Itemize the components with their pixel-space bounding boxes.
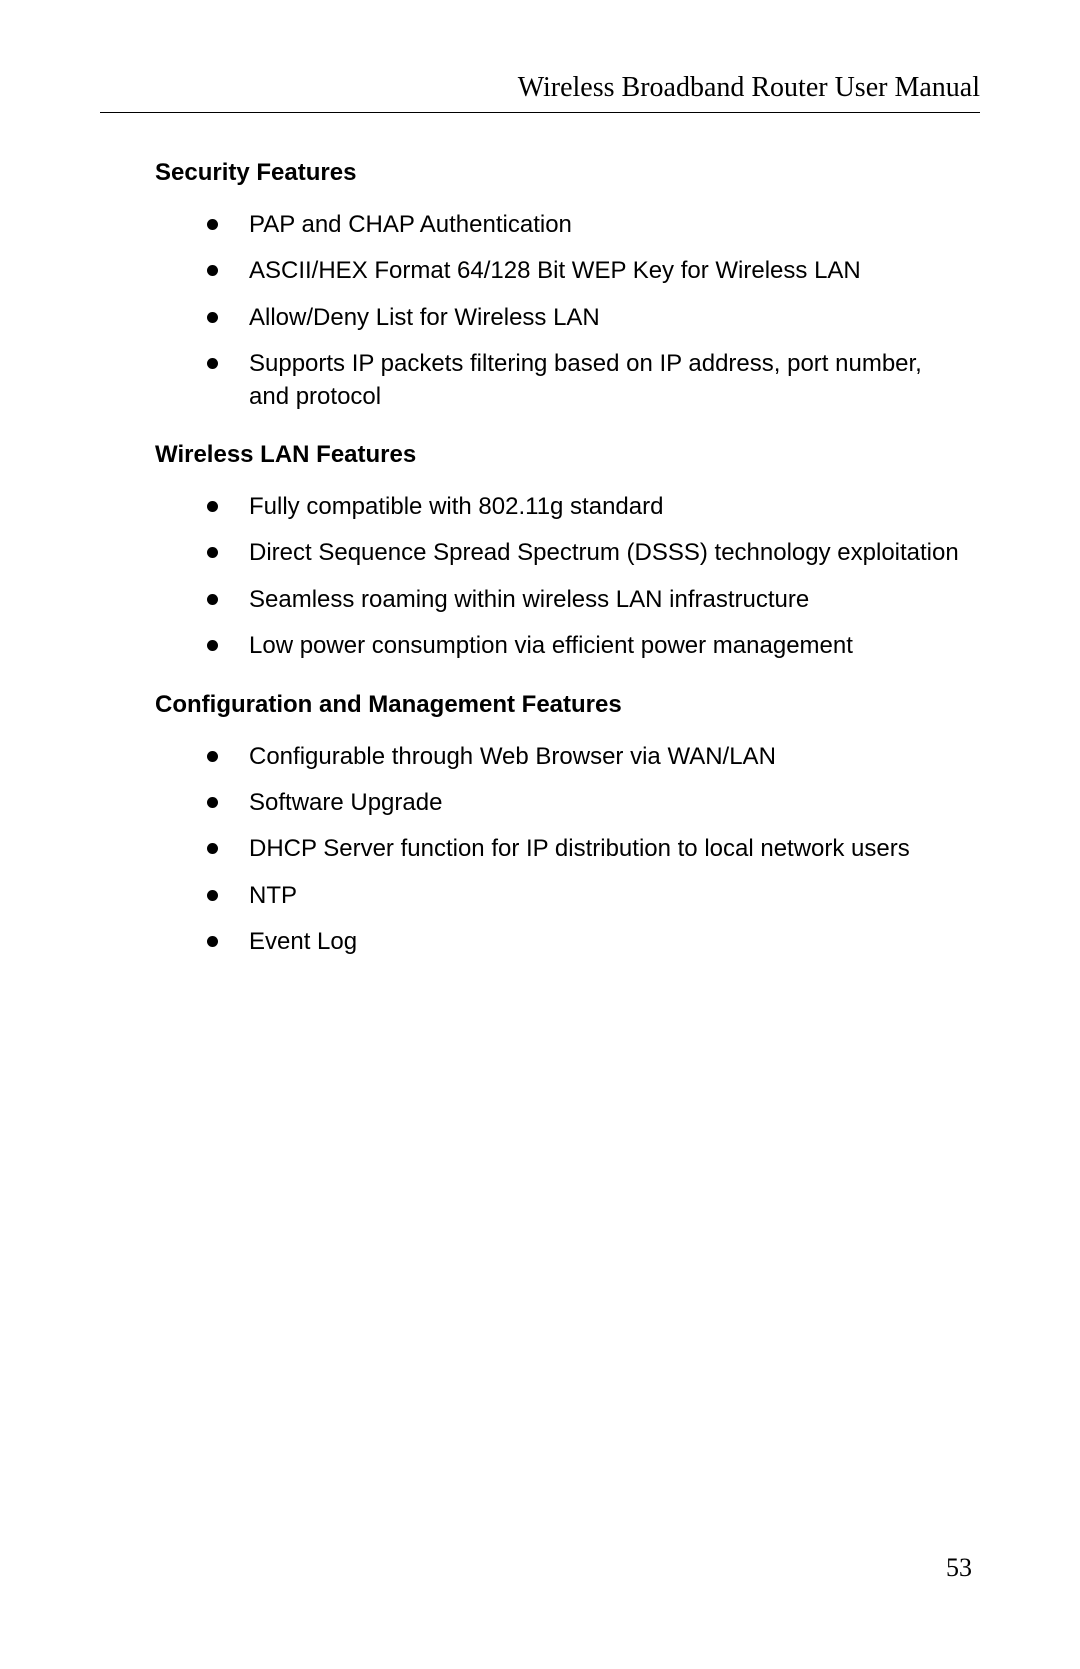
section-heading-config: Configuration and Management Features (155, 691, 960, 719)
list-item: Event Log (207, 926, 960, 958)
list-item: Direct Sequence Spread Spectrum (DSSS) t… (207, 537, 960, 569)
list-item: Fully compatible with 802.11g standard (207, 491, 960, 523)
page-header: Wireless Broadband Router User Manual (100, 72, 980, 113)
list-item: Software Upgrade (207, 787, 960, 819)
list-item: ASCII/HEX Format 64/128 Bit WEP Key for … (207, 255, 960, 287)
list-item: DHCP Server function for IP distribution… (207, 833, 960, 865)
list-item: Seamless roaming within wireless LAN inf… (207, 584, 960, 616)
page-content: Security Features PAP and CHAP Authentic… (100, 159, 980, 958)
bullet-list-config: Configurable through Web Browser via WAN… (155, 741, 960, 959)
section-heading-security: Security Features (155, 159, 960, 187)
list-item: Allow/Deny List for Wireless LAN (207, 302, 960, 334)
section-heading-wireless: Wireless LAN Features (155, 441, 960, 469)
header-title: Wireless Broadband Router User Manual (518, 72, 980, 103)
list-item: NTP (207, 880, 960, 912)
bullet-list-wireless: Fully compatible with 802.11g standard D… (155, 491, 960, 663)
list-item: PAP and CHAP Authentication (207, 209, 960, 241)
list-item: Configurable through Web Browser via WAN… (207, 741, 960, 773)
page-number: 53 (946, 1553, 972, 1583)
list-item: Supports IP packets filtering based on I… (207, 348, 960, 413)
document-page: Wireless Broadband Router User Manual Se… (0, 0, 1080, 1669)
list-item: Low power consumption via efficient powe… (207, 630, 960, 662)
bullet-list-security: PAP and CHAP Authentication ASCII/HEX Fo… (155, 209, 960, 413)
